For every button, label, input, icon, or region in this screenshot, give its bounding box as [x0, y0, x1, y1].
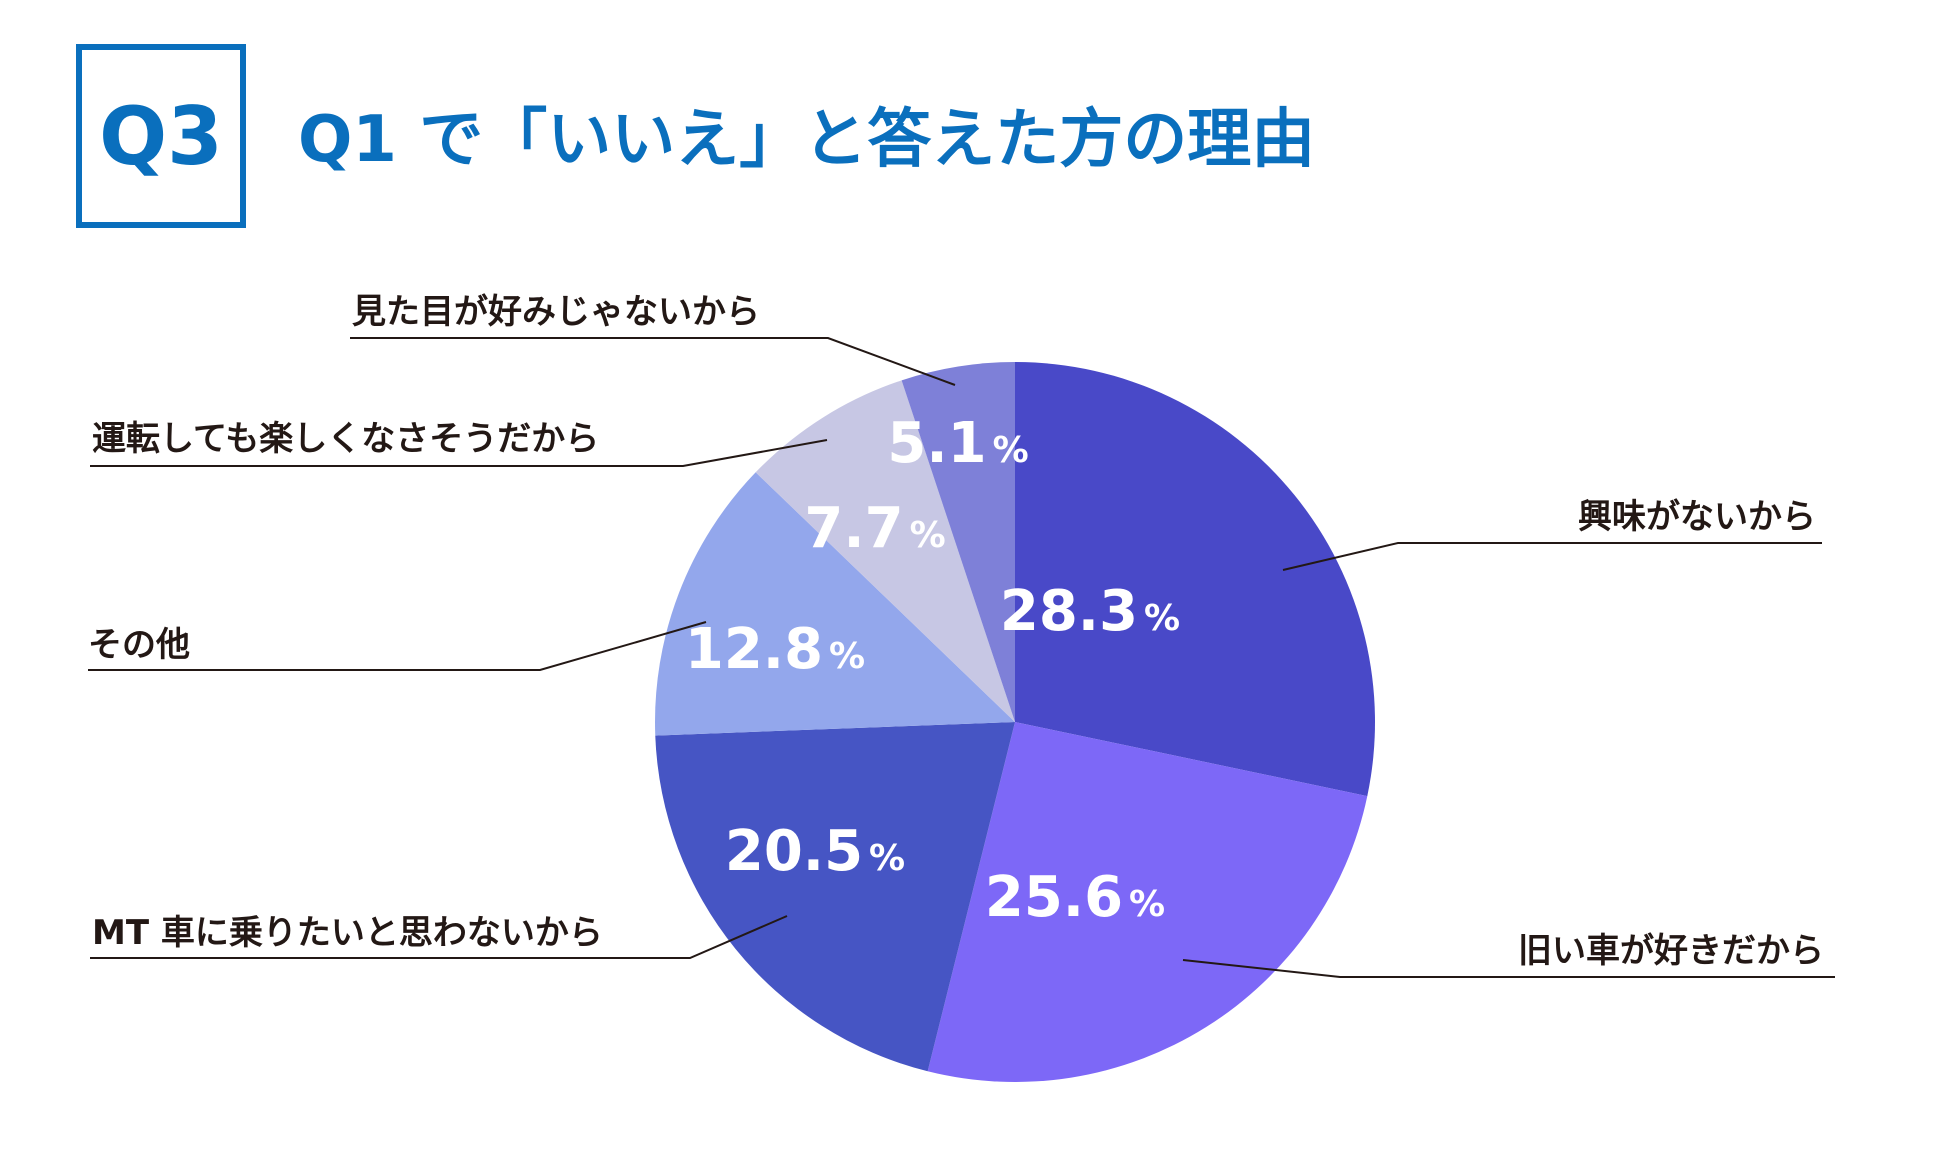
leader-line [90, 439, 828, 467]
leader-line [90, 915, 788, 959]
slice-category-label: その他 [88, 625, 190, 665]
slice-category-label: 旧い車が好きだから [1518, 931, 1824, 971]
slice-percent-label: 7.7% [804, 496, 945, 561]
question-number: Q3 [99, 89, 223, 183]
slice-percent-label: 25.6% [985, 865, 1165, 930]
slice-category-label: MT 車に乗りたいと思わないから [92, 913, 603, 953]
pie-slice [755, 380, 1015, 722]
slice-percent-label: 12.8% [685, 617, 865, 682]
pie-slice [1015, 362, 1376, 797]
slice-category-label: 運転しても楽しくなさそうだから [92, 419, 599, 459]
slice-percent-label: 28.3% [1000, 579, 1180, 644]
pie-slice [927, 722, 1368, 1083]
leader-line [350, 337, 956, 386]
slice-category-label: 見た目が好みじゃないから [352, 292, 760, 332]
slice-percent-label: 5.1% [887, 411, 1028, 476]
leader-line [1282, 542, 1822, 571]
pie-slice [655, 472, 1015, 736]
pie-slice [901, 362, 1015, 722]
chart-title: Q1 で「いいえ」と答えた方の理由 [298, 103, 1316, 177]
question-badge: Q3 [76, 44, 246, 228]
pie-slice [655, 722, 1015, 1072]
slice-percent-label: 20.5% [725, 819, 905, 884]
slice-category-label: 興味がないから [1578, 497, 1816, 537]
leader-line [88, 621, 707, 671]
leader-line [1182, 959, 1835, 978]
